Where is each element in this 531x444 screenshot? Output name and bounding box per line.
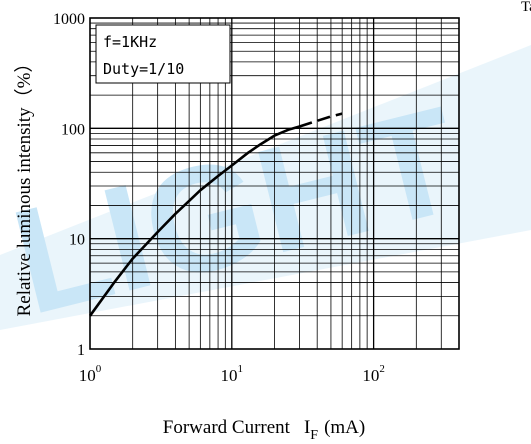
x-tick-labels: 100 101 102: [79, 363, 385, 385]
y-tick-label: 100: [61, 121, 85, 138]
y-tick-label: 1: [77, 342, 85, 359]
x-tick-label: 101: [221, 363, 244, 385]
x-axis-label: Forward Current IF (mA): [163, 417, 365, 443]
watermark: LIGHT: [0, 45, 531, 346]
y-tick-labels: 1 10 100 1000: [53, 11, 85, 359]
x-axis-label-main: Forward Current: [163, 417, 291, 438]
y-tick-label: 1000: [53, 11, 85, 28]
series-line-dashed: [299, 112, 343, 128]
x-axis-label-subscript: F: [310, 428, 318, 443]
corner-text: Ta=25°C: [521, 0, 531, 15]
series-group: [88, 112, 343, 317]
series-line-solid: [88, 125, 300, 317]
y-tick-label: 10: [69, 232, 85, 249]
x-axis-label-symbol: I: [304, 417, 310, 438]
y-axis-label: Relative luminous intensity（%）: [13, 54, 35, 317]
plot-frame: [89, 17, 460, 350]
x-tick-label: 100: [79, 363, 102, 385]
x-axis-label-unit: (mA): [324, 417, 365, 438]
annotation-line2: Duty=1/10: [103, 60, 184, 78]
watermark-text: LIGHT: [0, 74, 475, 346]
x-tick-label: 102: [362, 363, 385, 385]
annotation-box: f=1KHz Duty=1/10: [95, 24, 231, 84]
annotation-line1: f=1KHz: [103, 33, 157, 51]
